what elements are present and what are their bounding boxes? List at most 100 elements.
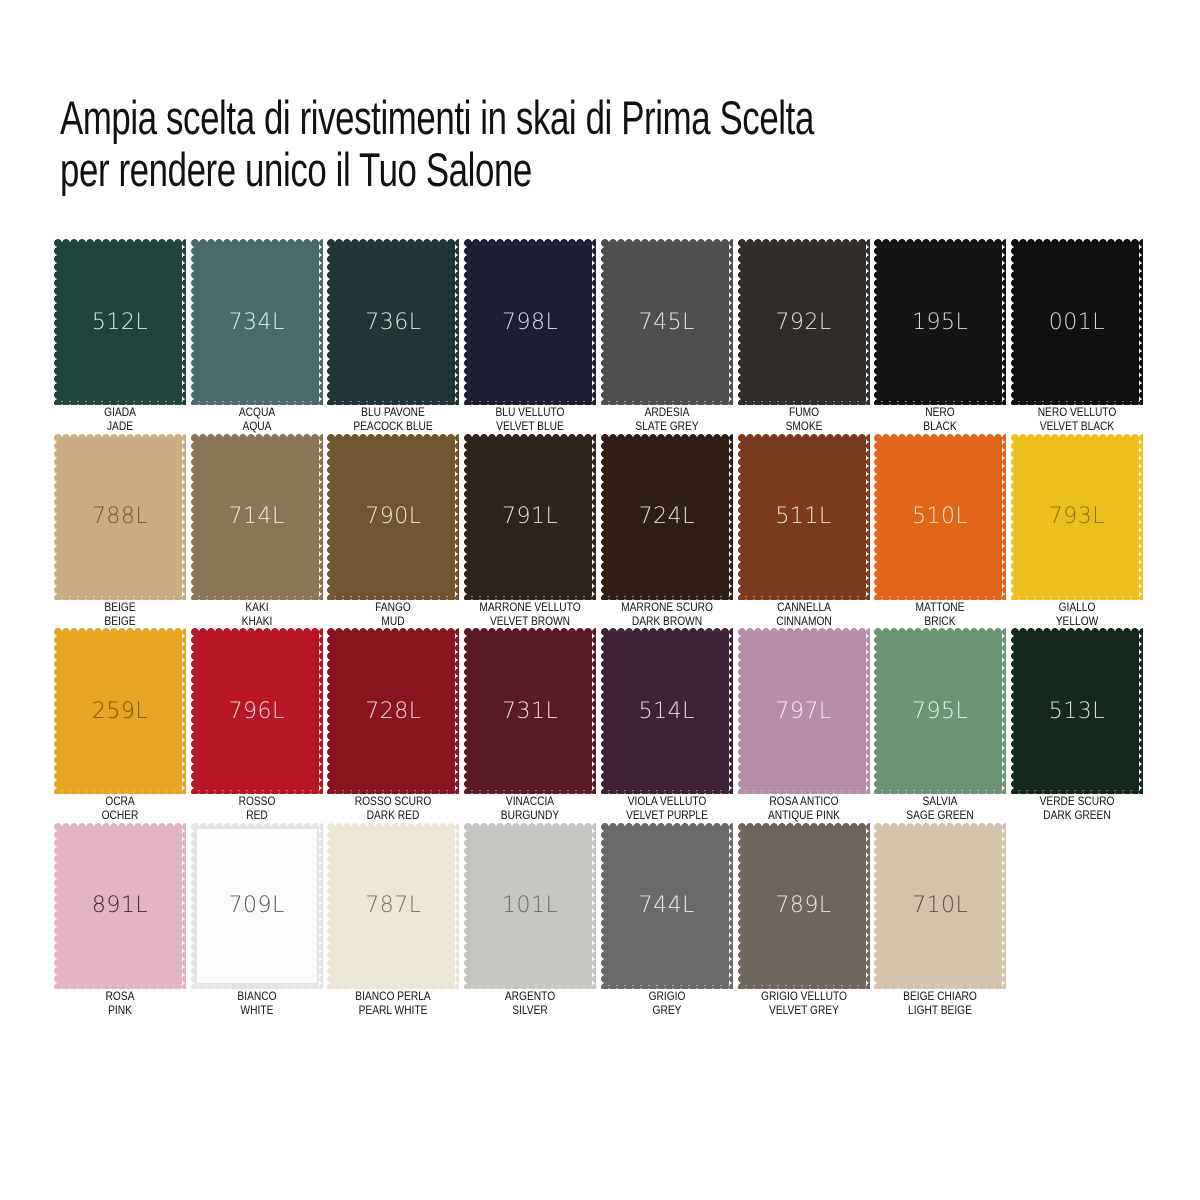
swatch-name-english: DARK RED [367,808,420,822]
swatch-card: 789L GRIGIO VELLUTO VELVET GREY [737,822,870,1023]
swatch-card: 513L VERDE SCURO DARK GREEN [1010,628,1143,828]
swatch-card: 798L BLU VELLUTO VELVET BLUE [464,239,597,439]
color-swatch: 710L [874,822,1007,989]
swatch-name-english: DARK GREEN [1043,808,1111,822]
swatch-name-italian: BIANCO PERLA [355,988,432,1003]
swatch-name-italian: ROSSO SCURO [355,794,432,808]
swatch-code: 510L [912,504,969,529]
swatch-name-italian: ACQUA [238,405,275,419]
swatch-name-italian: MARRONE VELLUTO [479,599,581,614]
swatch-card: 793L GIALLO YELLOW [1010,433,1143,634]
swatch-code: 001L [1048,309,1106,335]
swatch-name-english: MUD [381,613,405,628]
swatch-name-italian: KAKI [245,599,269,614]
swatch-code: 724L [638,504,695,529]
swatch-name-english: RED [245,808,268,822]
swatch-name-italian: MARRONE SCURO [620,599,713,614]
swatch-card: 514L VIOLA VELLUTO VELVET PURPLE [600,628,733,828]
swatch-name-english: BRICK [924,613,956,628]
swatch-label: BIANCO PERLA PEARL WHITE [329,989,458,1017]
swatch-code: 798L [501,309,559,335]
swatch-name-italian: GIALLO [1058,599,1096,614]
color-swatch: 724L [600,433,733,600]
color-swatch: 510L [874,433,1007,600]
swatch-card: 736L BLU PAVONE PEACOCK BLUE [327,239,460,439]
swatch-label: GIALLO YELLOW [1012,600,1141,628]
title-line-2: per rendere unico il Tuo Salone [60,143,532,196]
swatch-name-english: SAGE GREEN [906,808,974,822]
color-swatch: 791L [464,433,597,600]
swatch-name-italian: CANNELLA [776,599,831,614]
color-swatch: 734L [190,239,323,405]
swatch-label: MARRONE SCURO DARK BROWN [602,600,731,628]
color-swatch: 514L [600,628,733,794]
swatch-code: 511L [775,504,832,529]
color-swatch: 798L [464,239,597,405]
swatch-card: 001L NERO VELLUTO VELVET BLACK [1010,239,1143,439]
swatch-name-italian: OCRA [105,794,135,808]
swatch-name-italian: BIANCO [237,988,277,1003]
swatch-label: GRIGIO VELLUTO VELVET GREY [739,989,868,1017]
swatch-code: 788L [91,504,149,529]
swatch-code: 793L [1048,504,1106,529]
swatch-name-english: PEARL WHITE [359,1002,428,1017]
swatch-label: ROSA PINK [55,989,184,1017]
swatch-name-english: SLATE GREY [635,419,699,433]
swatch-name-english: VELVET BLACK [1039,419,1115,433]
swatch-card: 512L GIADA JADE [54,239,186,439]
swatch-code: 797L [775,698,832,724]
swatch-code: 736L [365,309,422,335]
swatch-card: 790L FANGO MUD [327,433,460,634]
swatch-name-english: SMOKE [785,419,822,433]
swatch-name-english: ANTIQUE PINK [767,808,840,822]
swatch-code: 792L [775,309,832,335]
swatch-label: ACQUA AQUA [192,405,321,433]
color-swatch: 797L [737,628,870,794]
swatch-label: GRIGIO GREY [602,989,731,1017]
swatch-name-english: BURGUNDY [500,808,560,822]
color-swatch: 101L [464,822,597,989]
color-swatch: 259L [54,628,186,794]
swatch-code: 101L [501,893,559,918]
swatch-name-english: WHITE [240,1002,274,1017]
swatch-card: 734L ACQUA AQUA [190,239,323,439]
swatch-code: 512L [91,309,149,335]
color-swatch: 731L [464,628,597,794]
swatch-label: MARRONE VELLUTO VELVET BROWN [465,600,594,628]
swatch-card: 710L BEIGE CHIARO LIGHT BEIGE [874,822,1007,1023]
swatch-name-italian: ROSA [105,988,135,1003]
swatch-label: MATTONE BRICK [876,600,1005,628]
swatch-label: GIADA JADE [55,405,184,433]
swatch-code: 745L [638,309,695,335]
swatch-card: 796L ROSSO RED [190,628,323,828]
swatch-name-english: VELVET PURPLE [625,808,708,822]
color-swatch: 891L [54,822,186,989]
swatch-name-english: BLACK [923,419,957,433]
swatch-label: OCRA OCHER [55,794,184,822]
swatch-label: SALVIA SAGE GREEN [876,794,1005,822]
swatch-code: 710L [912,893,969,918]
swatch-label: NERO VELLUTO VELVET BLACK [1012,405,1141,433]
color-swatch: 795L [874,628,1007,794]
swatch-label: ROSSO RED [192,794,321,822]
swatch-name-italian: ROSA ANTICO [768,794,839,808]
swatch-name-italian: ARDESIA [644,405,690,419]
color-swatch: 728L [327,628,460,794]
swatch-name-english: BEIGE [104,613,136,628]
swatch-label: FUMO SMOKE [739,405,868,433]
swatch-code: 796L [228,698,285,724]
swatch-card: 788L BEIGE BEIGE [54,433,186,634]
swatch-label: ROSA ANTICO ANTIQUE PINK [739,794,868,822]
color-swatch: 788L [54,433,186,600]
swatch-code: 787L [365,893,422,918]
swatch-name-italian: VERDE SCURO [1039,794,1115,808]
color-swatch: 744L [600,822,733,989]
swatch-code: 790L [365,504,422,529]
swatch-name-english: DARK BROWN [631,613,702,628]
swatch-name-english: PEACOCK BLUE [353,419,434,433]
swatch-label: BEIGE CHIARO LIGHT BEIGE [876,989,1005,1017]
color-swatch: 513L [1010,628,1143,794]
color-swatch: 714L [190,433,323,600]
swatch-name-italian: ARGENTO [504,988,556,1003]
color-swatch: 745L [600,239,733,405]
